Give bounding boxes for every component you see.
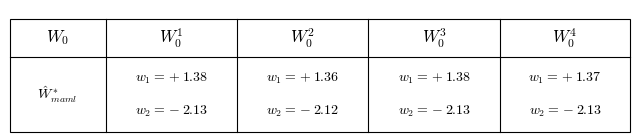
Text: $\hat{W}^*_{maml}$: $\hat{W}^*_{maml}$ bbox=[38, 84, 78, 105]
Text: $W_0^4$: $W_0^4$ bbox=[552, 26, 578, 50]
Text: $w_2 = -2.13$: $w_2 = -2.13$ bbox=[135, 104, 208, 119]
Text: $w_1 = +1.38$: $w_1 = +1.38$ bbox=[397, 70, 470, 86]
Text: $w_1 = +1.38$: $w_1 = +1.38$ bbox=[135, 70, 208, 86]
Text: $W_0$: $W_0$ bbox=[46, 29, 69, 47]
Text: $w_2 = -2.13$: $w_2 = -2.13$ bbox=[397, 104, 470, 119]
Text: $W_0^2$: $W_0^2$ bbox=[291, 26, 316, 50]
Text: $w_2 = -2.13$: $w_2 = -2.13$ bbox=[529, 104, 602, 119]
Text: $W_0^3$: $W_0^3$ bbox=[422, 26, 447, 50]
Text: $W_0^1$: $W_0^1$ bbox=[159, 26, 184, 50]
Text: $w_1 = +1.36$: $w_1 = +1.36$ bbox=[266, 70, 339, 86]
Text: $w_2 = -2.12$: $w_2 = -2.12$ bbox=[266, 104, 339, 119]
Text: $w_1 = +1.37$: $w_1 = +1.37$ bbox=[529, 70, 602, 86]
